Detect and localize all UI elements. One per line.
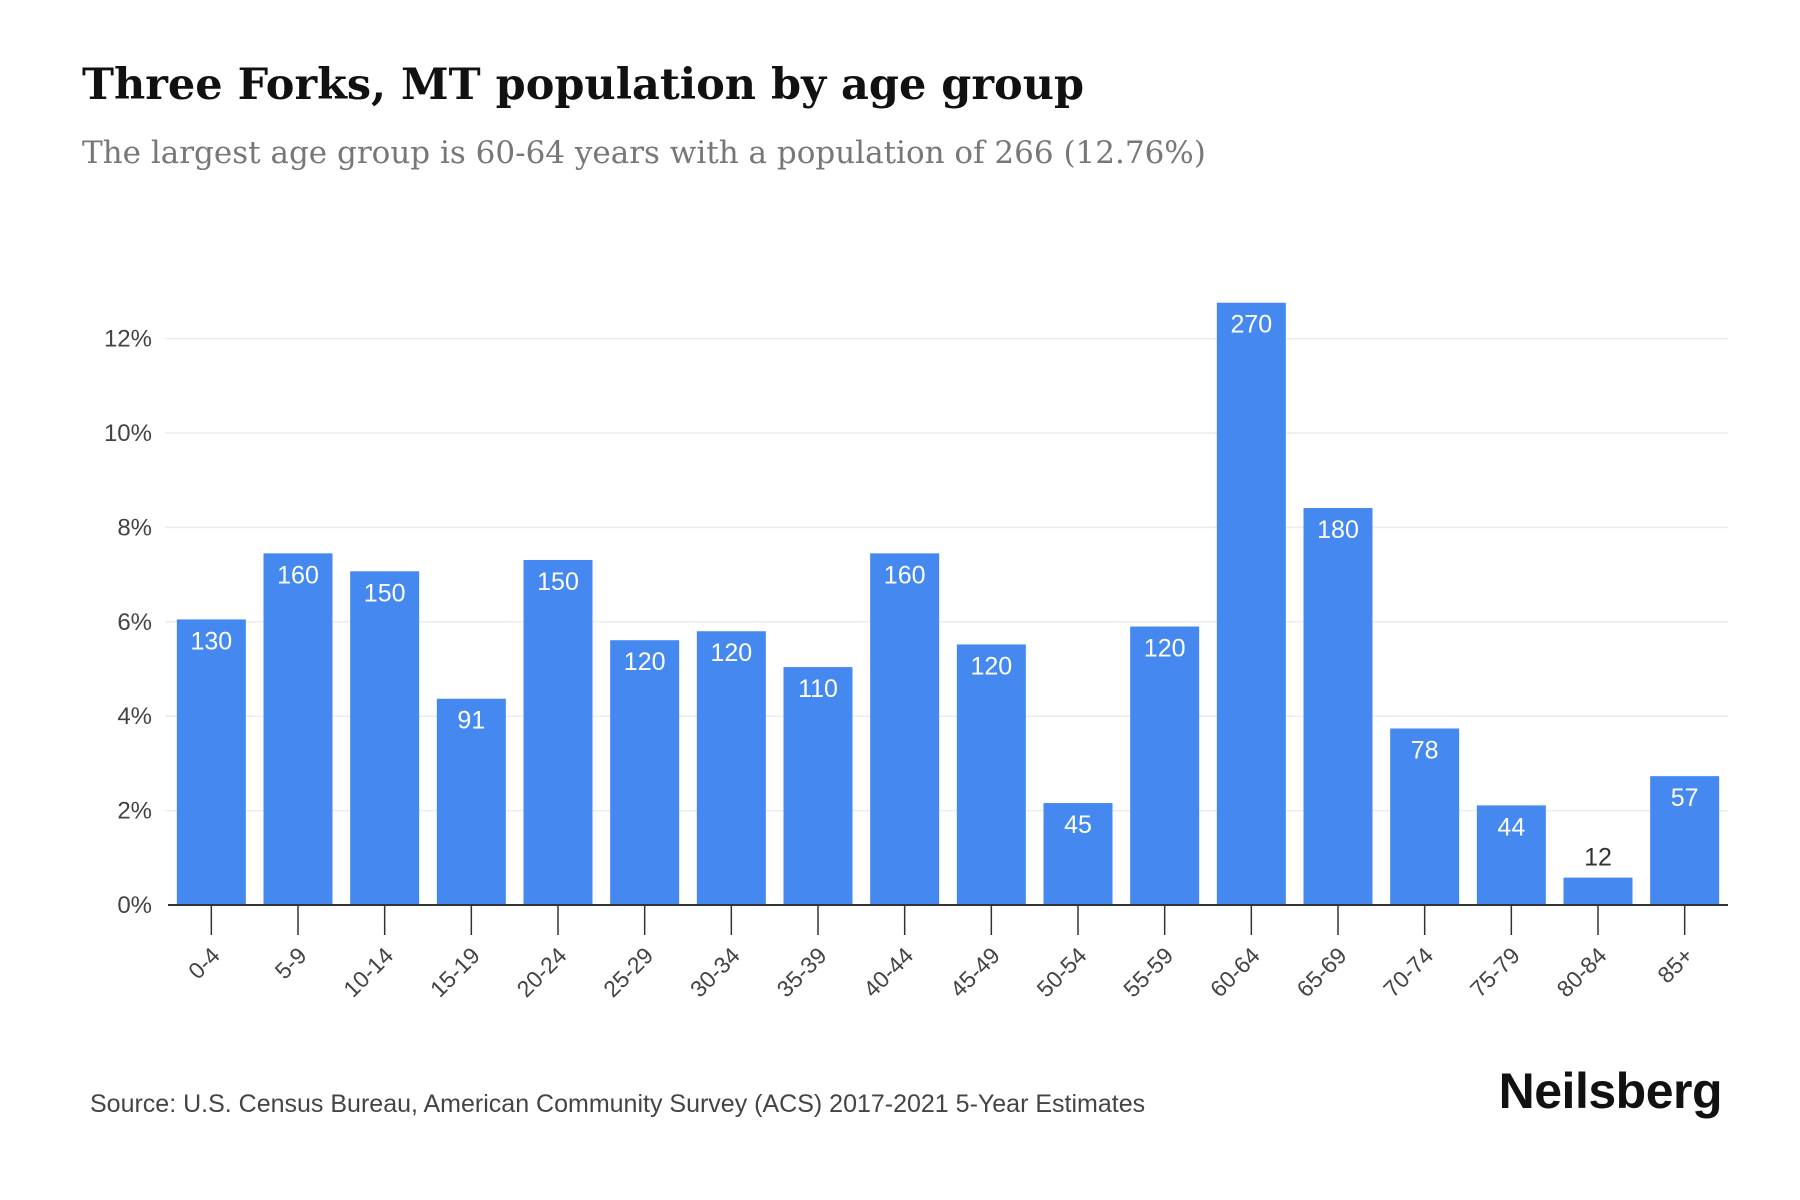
x-tick-label: 0-4 xyxy=(183,942,225,984)
x-tick-label: 45-49 xyxy=(945,942,1005,1002)
bar-value-label: 91 xyxy=(457,707,485,735)
x-tick-label: 65-69 xyxy=(1292,942,1352,1002)
x-tick-label: 15-19 xyxy=(425,942,485,1002)
bar xyxy=(783,667,853,905)
x-tick-label: 55-59 xyxy=(1118,942,1178,1002)
bar xyxy=(1476,805,1546,905)
x-tick-label: 30-34 xyxy=(685,942,745,1002)
bar-value-label: 45 xyxy=(1064,811,1092,839)
x-tick-label: 70-74 xyxy=(1378,942,1438,1002)
bar xyxy=(1390,728,1460,905)
bar-value-label: 57 xyxy=(1671,784,1699,812)
y-tick-label: 8% xyxy=(117,514,152,541)
y-tick-label: 6% xyxy=(117,609,152,636)
bar xyxy=(523,559,593,905)
y-tick-label: 12% xyxy=(104,326,152,353)
x-axis: 0-4 5-9 10-14 15-19 20-24 25-29 30-34 35-39 40-4… xyxy=(168,904,1728,1002)
x-tick-label: 75-79 xyxy=(1465,942,1525,1002)
y-tick-label: 2% xyxy=(117,798,152,825)
bar-value-label: 150 xyxy=(364,579,406,607)
bar xyxy=(1216,302,1286,905)
y-tick-label: 10% xyxy=(104,420,152,447)
bar xyxy=(1043,803,1113,905)
bar-value-label: 44 xyxy=(1497,813,1525,841)
x-tick-label: 5-9 xyxy=(270,942,312,984)
y-tick-label: 4% xyxy=(117,703,152,730)
y-tick-label: 0% xyxy=(117,892,152,919)
x-tick-label: 40-44 xyxy=(858,942,918,1002)
bar xyxy=(263,553,333,905)
bar xyxy=(176,619,246,905)
bar xyxy=(956,644,1026,905)
bar-value-label: 160 xyxy=(277,561,319,589)
chart-subtitle: The largest age group is 60-64 years wit… xyxy=(82,135,1206,171)
bar-value-labels: 130 160 150 91 150 120 120 110 160 120 45 120 270 180… xyxy=(190,311,1698,872)
y-axis-ticks: 0% 2% 4% 6% 8% 10% 12% xyxy=(104,326,152,919)
x-tick-label: 80-84 xyxy=(1552,942,1612,1002)
x-tick-label: 35-39 xyxy=(772,942,832,1002)
bar xyxy=(870,553,940,905)
bar-value-label: 120 xyxy=(624,648,666,676)
bar-value-label: 160 xyxy=(884,561,926,589)
x-tick-label: 10-14 xyxy=(338,942,398,1002)
gridlines xyxy=(165,337,1728,812)
bar-value-label: 12 xyxy=(1584,844,1612,872)
bar xyxy=(1130,626,1200,905)
x-tick-label: 20-24 xyxy=(512,942,572,1002)
bar-value-label: 110 xyxy=(798,675,838,703)
bar-value-label: 150 xyxy=(537,568,579,596)
source-note: Source: U.S. Census Bureau, American Com… xyxy=(90,1090,1146,1118)
x-tick-label: 85+ xyxy=(1652,942,1698,988)
bar xyxy=(350,571,420,905)
bar-value-label: 120 xyxy=(710,639,752,667)
bar-value-label: 78 xyxy=(1411,736,1439,764)
x-tick-label: 25-29 xyxy=(598,942,658,1002)
bars xyxy=(176,302,1720,905)
bar xyxy=(610,640,680,905)
bar-value-label: 130 xyxy=(190,627,232,655)
bar-value-label: 180 xyxy=(1317,516,1359,544)
bar-value-label: 270 xyxy=(1230,311,1272,339)
bar xyxy=(1303,508,1373,905)
brand-logo: Neilsberg xyxy=(1498,1063,1723,1119)
chart-title: Three Forks, MT population by age group xyxy=(82,60,1085,110)
bar-value-label: 120 xyxy=(970,652,1012,680)
bar-value-label: 120 xyxy=(1144,635,1186,663)
x-tick-label: 50-54 xyxy=(1032,942,1092,1002)
bar xyxy=(1563,877,1633,905)
bar xyxy=(436,698,506,905)
x-tick-label: 60-64 xyxy=(1205,942,1265,1002)
bar xyxy=(1650,776,1720,905)
bar xyxy=(696,631,766,905)
